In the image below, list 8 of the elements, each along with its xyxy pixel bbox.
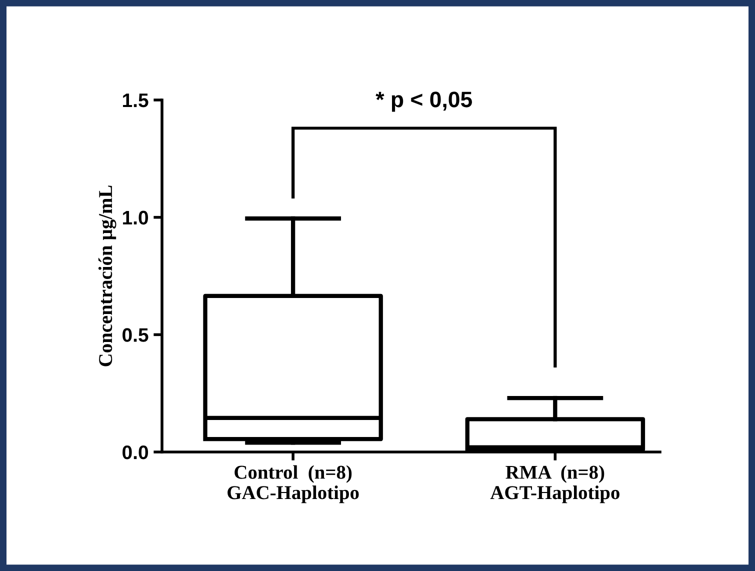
x-tick-label: Control (n=8) GAC-Haplotipo bbox=[228, 465, 359, 504]
x-tick-label: RMA (n=8) AGT-Haplotipo bbox=[490, 465, 620, 504]
y-axis-title: Concentración µg/mL bbox=[98, 186, 116, 366]
y-tick-label: 0.5 bbox=[122, 328, 148, 342]
y-tick-label: 1.5 bbox=[123, 94, 148, 108]
y-tick-label: 1.0 bbox=[123, 210, 148, 225]
y-tick-label: 0.0 bbox=[122, 445, 148, 460]
annotation: * p < 0,05 bbox=[376, 92, 472, 112]
